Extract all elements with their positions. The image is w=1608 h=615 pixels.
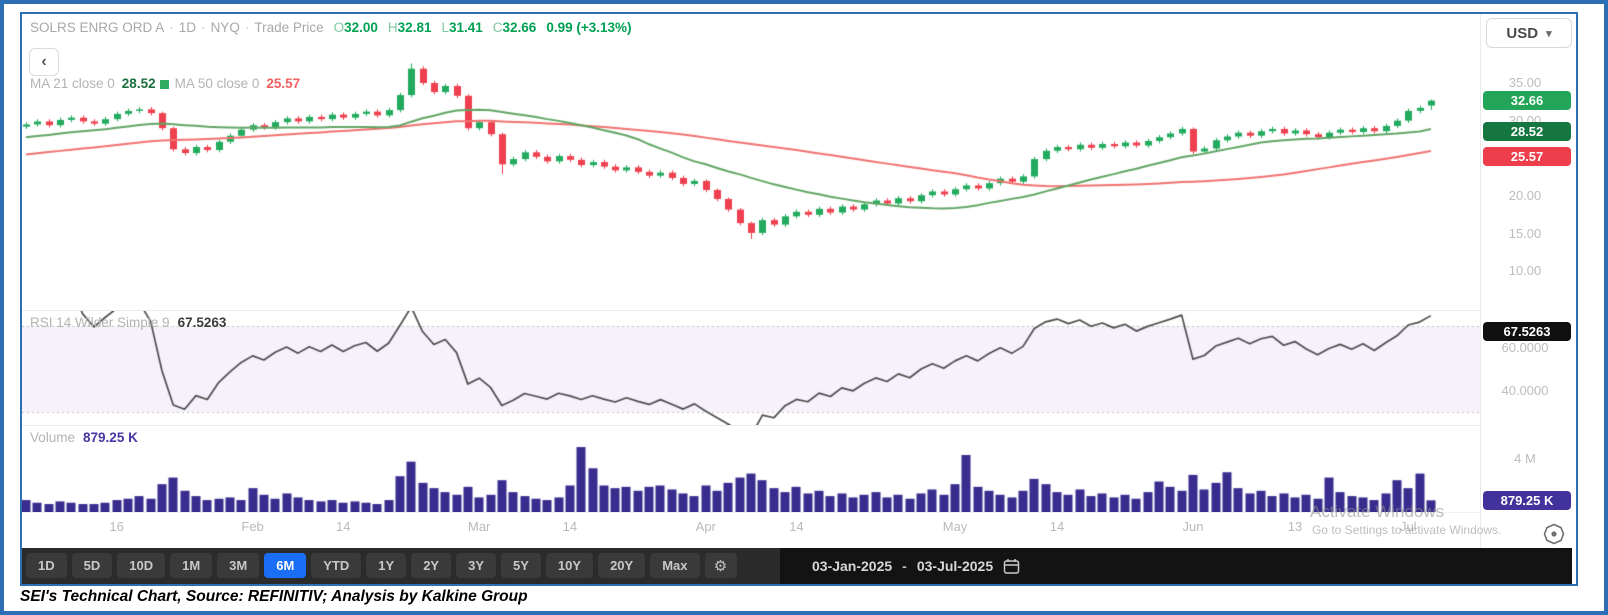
interval-label[interactable]: 1D — [178, 20, 197, 35]
ohlc-values: O32.00 H32.81 L31.41 C32.66 — [324, 20, 537, 35]
legend-marker-icon — [159, 80, 169, 89]
ohlc-prefix: C — [492, 20, 503, 35]
volume-pane-canvas[interactable] — [22, 426, 1480, 512]
range-button-10d[interactable]: 10D — [117, 553, 166, 578]
range-button-1y[interactable]: 1Y — [366, 553, 407, 578]
range-button-ytd[interactable]: YTD — [311, 553, 362, 578]
price-chart-canvas[interactable] — [22, 14, 1480, 310]
hexagon-settings-icon[interactable] — [1542, 522, 1566, 551]
chevron-left-icon: ‹ — [41, 53, 47, 70]
range-button-1d[interactable]: 1D — [26, 553, 67, 578]
rsi-pane-canvas[interactable] — [22, 311, 1480, 425]
time-tick-label: Apr — [695, 519, 716, 534]
calendar-icon[interactable] — [1003, 558, 1020, 575]
rsi-value: 67.5263 — [177, 315, 227, 330]
range-button-5d[interactable]: 5D — [71, 553, 113, 578]
time-tick-label: 14 — [336, 519, 351, 534]
ma21-label: MA 21 close 0 — [30, 76, 115, 91]
range-button-20y[interactable]: 20Y — [598, 553, 646, 578]
back-button[interactable]: ‹ — [29, 48, 59, 76]
gear-icon[interactable]: ⚙ — [704, 553, 737, 578]
caption: SEI's Technical Chart, Source: REFINITIV… — [20, 588, 528, 605]
ma50-value: 25.57 — [266, 76, 301, 91]
time-tick-label: 14 — [562, 519, 578, 534]
range-button-5y[interactable]: 5Y — [501, 553, 541, 578]
ma50-price-badge: 25.57 — [1483, 147, 1571, 166]
ohlc-prefix: H — [387, 20, 398, 35]
pane-divider — [22, 310, 1572, 311]
range-button-6m[interactable]: 6M — [264, 553, 307, 578]
time-tick-label: May — [942, 519, 968, 534]
price-tick-label: 10.00 — [1508, 263, 1542, 279]
symbol-info-bar: SOLRS ENRG ORD A · 1D · NYQ · Trade Price O32.0… — [30, 20, 632, 35]
time-axis-divider — [22, 512, 1572, 513]
pane-divider — [22, 425, 1572, 426]
rsi-legend: RSI 14 Wilder Simple 9 67.5263 — [30, 315, 226, 330]
ohlc-value: 32.00 — [344, 20, 378, 35]
volume-value: 879.25 K — [83, 430, 138, 445]
currency-dropdown[interactable]: USD ▾ — [1486, 18, 1572, 48]
time-tick-label: Jun — [1182, 519, 1204, 534]
time-tick-label: 13 — [1287, 519, 1303, 534]
time-tick-label: Jul — [1399, 519, 1417, 534]
watermark-line2: Go to Settings to activate Windows. — [1312, 523, 1502, 537]
bottom-toolbar: 1D 5D 10D 1M 3M 6M YTD 1Y 2Y 3Y 5Y 10Y 20Y Max ⚙ 03-Ja… — [22, 548, 1572, 584]
last-price-badge: 32.66 — [1483, 91, 1571, 110]
date-range-separator: - — [902, 558, 907, 574]
price-tick-label: 20.00 — [1508, 187, 1542, 203]
volume-axis-tick: 4 M — [1514, 451, 1536, 466]
volume-legend: Volume 879.25 K — [30, 430, 138, 445]
ma21-value: 28.52 — [121, 76, 156, 91]
ohlc-value: 32.66 — [502, 20, 537, 35]
range-button-1m[interactable]: 1M — [170, 553, 213, 578]
chart-widget: SOLRS ENRG ORD A · 1D · NYQ · Trade Price O32.0… — [20, 12, 1578, 586]
date-from[interactable]: 03-Jan-2025 — [812, 558, 893, 574]
date-range-picker[interactable]: 03-Jan-2025 - 03-Jul-2025 — [812, 548, 1020, 584]
range-button-3m[interactable]: 3M — [217, 553, 260, 578]
symbol-title: SOLRS ENRG ORD A — [30, 20, 165, 35]
time-tick-label: 14 — [789, 519, 804, 534]
ma21-price-badge: 28.52 — [1483, 122, 1571, 141]
volume-label: Volume — [30, 430, 76, 445]
price-tick-label: 35.00 — [1508, 75, 1542, 90]
time-tick-label: Feb — [241, 519, 264, 534]
date-to[interactable]: 03-Jul-2025 — [916, 558, 994, 574]
rsi-tick-label: 60.0000 — [1501, 339, 1549, 355]
rsi-label: RSI 14 Wilder Simple 9 — [30, 315, 170, 330]
rsi-value-badge: 67.5263 — [1483, 322, 1571, 341]
range-button-10y[interactable]: 10Y — [545, 553, 594, 578]
ohlc-prefix: O — [333, 20, 345, 35]
series-type-label: Trade Price — [254, 20, 324, 35]
ohlc-prefix: L — [441, 20, 449, 35]
ma50-label: MA 50 close 0 — [174, 76, 260, 91]
range-button-2y[interactable]: 2Y — [411, 553, 452, 578]
ohlc-value: 31.41 — [448, 20, 483, 35]
time-tick-label: 14 — [1049, 519, 1065, 534]
time-tick-label: Mar — [467, 519, 491, 534]
currency-label: USD — [1506, 24, 1539, 42]
time-tick-label: 16 — [109, 519, 124, 534]
axis-divider — [1480, 14, 1481, 550]
ma-legend: MA 21 close 0 28.52 MA 50 close 0 25.57 — [30, 76, 300, 91]
range-button-3y[interactable]: 3Y — [456, 553, 497, 578]
chevron-down-icon: ▾ — [1546, 27, 1552, 40]
range-button-group: 1D 5D 10D 1M 3M 6M YTD 1Y 2Y 3Y 5Y 10Y 20Y Max ⚙ — [26, 553, 737, 578]
ohlc-value: 32.81 — [397, 20, 432, 35]
watermark-line1: Activate Windows — [1310, 502, 1445, 521]
change-label: 0.99 (+3.13%) — [546, 20, 632, 35]
exchange-label: NYQ — [210, 20, 240, 35]
range-button-max[interactable]: Max — [650, 553, 700, 578]
volume-value-badge: 879.25 K — [1483, 491, 1571, 510]
rsi-tick-label: 40.0000 — [1501, 382, 1549, 398]
price-tick-label: 15.00 — [1508, 225, 1542, 241]
